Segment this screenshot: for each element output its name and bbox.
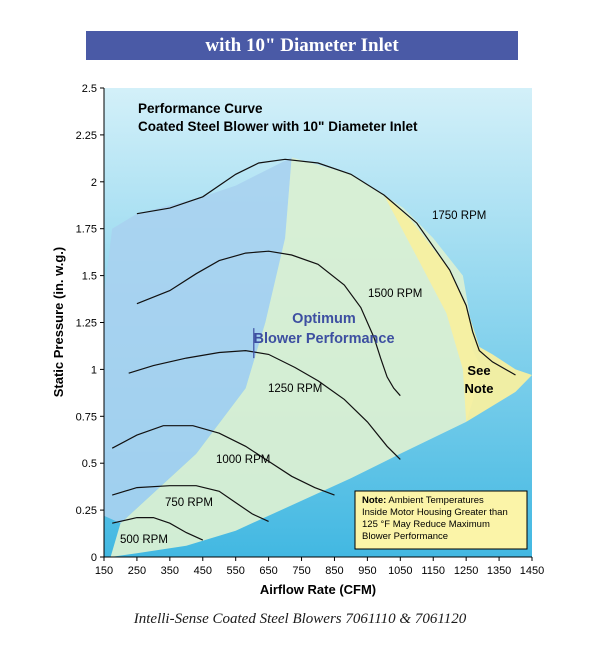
x-tick-label: 1350 [487,565,511,577]
rpm-curve-1500-rpm [136,250,401,397]
curve-label-1000: 1000 RPM [216,454,270,466]
note-line-3: 125 °F May Reduce Maximum [362,519,490,530]
note-line-4: Blower Performance [362,531,448,542]
y-tick-label: 0 [91,552,97,564]
x-tick-label: 650 [259,565,277,577]
curve-label-500: 500 RPM [120,534,168,546]
y-tick-label: 0.5 [82,458,97,470]
note-bold: Note: [362,495,386,506]
x-tick-label: 750 [292,565,310,577]
optimum-label-line2: Blower Performance [253,331,394,347]
y-tick-label: 2.25 [76,130,97,142]
curve-label-1500: 1500 RPM [368,288,422,300]
chart-title: Performance Curve [138,101,263,116]
note-line-2: Inside Motor Housing Greater than [362,507,508,518]
y-tick-label: 0.75 [76,411,97,423]
y-tick-label: 2.5 [82,83,97,95]
page-banner: with 10" Diameter Inlet [86,31,518,60]
operating-region [104,157,292,524]
x-tick-label: 150 [95,565,113,577]
x-tick-label: 350 [161,565,179,577]
chart-subtitle: Coated Steel Blower with 10" Diameter In… [138,119,418,134]
x-tick-label: 250 [128,565,146,577]
y-axis-title: Static Pressure (in. w.g.) [51,247,66,398]
axes: 150 250 350 450 550 650 750 850 950 1050 1150 1250 1… [76,83,545,577]
curve-label-1750: 1750 RPM [432,210,486,222]
rpm-curve-750-rpm [112,485,269,522]
y-tick-label: 0.25 [76,505,97,517]
y-tick-label: 1.5 [82,271,97,283]
rpm-curve-500-rpm [112,517,204,541]
x-axis-title: Airflow Rate (CFM) [260,582,376,597]
note-box [354,490,528,550]
x-tick-label: 450 [194,565,212,577]
x-tick-label: 1050 [388,565,412,577]
x-tick-label: 1250 [454,565,478,577]
x-tick-label: 850 [325,565,343,577]
performance-chart: 150 250 350 450 550 650 750 850 950 1050 1150 1250 1… [51,83,545,597]
see-note-line2: Note [465,381,494,396]
x-tick-label: 950 [358,565,376,577]
page-caption: Intelli-Sense Coated Steel Blowers 70611… [133,611,467,627]
note-region [383,194,532,422]
optimum-region [110,157,483,557]
optimum-label-line1: Optimum [292,311,356,327]
y-tick-label: 1 [91,364,97,376]
note-line-1: Note: Ambient Temperatures [362,495,484,506]
rpm-curve-1750-rpm [136,158,516,376]
rpm-curve-1000-rpm [111,425,335,496]
y-tick-label: 1.75 [76,224,97,236]
x-tick-label: 1450 [520,565,544,577]
see-note-line1: See [467,363,490,378]
x-tick-label: 550 [227,565,245,577]
x-tick-label: 1150 [421,565,445,577]
rpm-curve-1250-rpm [128,349,401,460]
curve-label-1250: 1250 RPM [268,383,322,395]
y-tick-label: 2 [91,177,97,189]
note-line-1-text: Ambient Temperatures [386,495,484,506]
curve-label-750: 750 RPM [165,497,213,509]
y-tick-label: 1.25 [76,318,97,330]
rpm-curves [111,158,516,541]
